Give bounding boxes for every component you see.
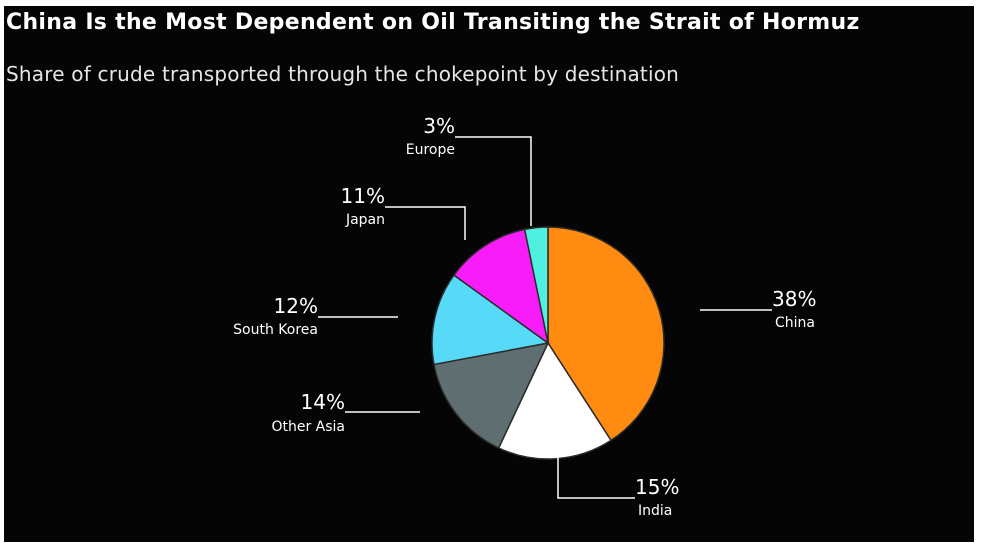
pie-slice-south-korea — [431, 274, 550, 366]
leader-line-india — [557, 455, 635, 499]
leader-line-europe — [455, 136, 532, 226]
pie-slice-india — [497, 341, 613, 460]
chart-subtitle: Share of crude transported through the c… — [6, 62, 680, 86]
slice-value-label-south-korea: 12% — [274, 294, 318, 318]
slice-category-label-japan: Japan — [345, 212, 385, 228]
slice-value-label-india: 15% — [635, 475, 679, 499]
leader-line-japan — [385, 206, 466, 240]
slice-value-label-china: 38% — [772, 287, 816, 311]
slice-category-label-other-asia: Other Asia — [271, 419, 345, 435]
pie-slice-japan — [452, 228, 550, 345]
pie-slice-other-asia — [433, 341, 550, 449]
slice-category-label-south-korea: South Korea — [233, 322, 318, 338]
slice-value-label-japan: 11% — [341, 184, 385, 208]
slice-category-label-china: China — [775, 315, 815, 331]
slice-category-label-europe: Europe — [406, 142, 455, 158]
chart-title: China Is the Most Dependent on Oil Trans… — [6, 10, 860, 35]
slice-category-label-india: India — [638, 503, 672, 519]
slice-value-label-europe: 3% — [423, 114, 455, 138]
slice-value-label-other-asia: 14% — [301, 390, 345, 414]
pie-slice-europe — [523, 226, 549, 344]
